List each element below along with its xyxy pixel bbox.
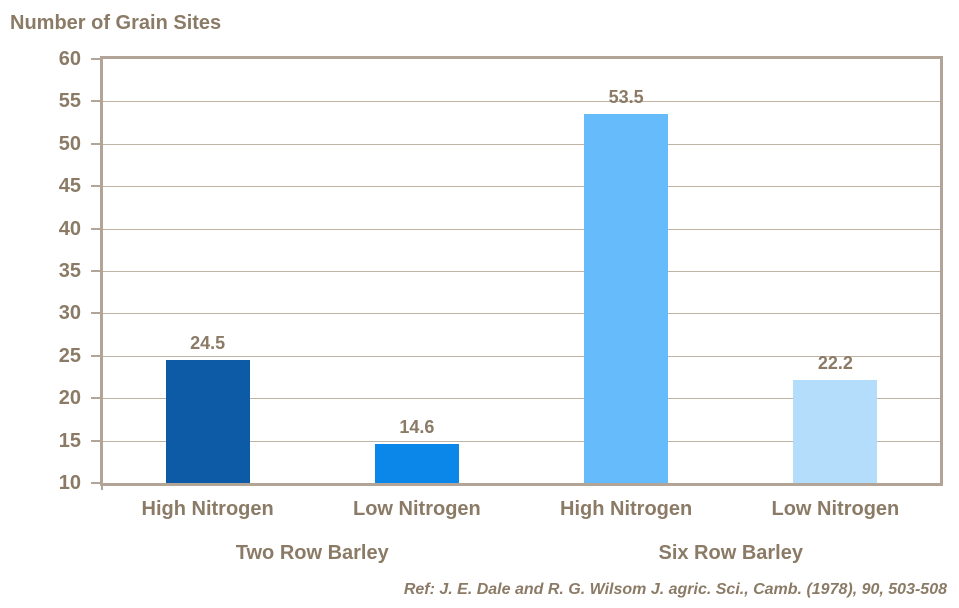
y-tick-mark	[91, 227, 103, 230]
bar-value-label: 53.5	[608, 87, 644, 108]
y-tick-mark	[91, 58, 103, 60]
x-category-label: Low Nitrogen	[352, 498, 481, 520]
bar-value-label: 22.2	[817, 352, 853, 373]
y-tick-label: 10	[58, 472, 81, 494]
y-tick-label: 50	[58, 132, 81, 155]
bar-3-low-nitrogen	[793, 379, 878, 483]
gridline-35	[103, 271, 940, 272]
y-tick-label: 15	[58, 429, 81, 452]
bar-1-low-nitrogen	[374, 444, 459, 483]
y-tick-mark	[91, 100, 103, 103]
y-tick-mark	[91, 482, 103, 484]
y-tick-mark	[91, 270, 103, 272]
x-category-label: High Nitrogen	[141, 498, 274, 520]
y-tick-label: 40	[58, 217, 81, 240]
x-group-label: Six Row Barley	[658, 542, 803, 564]
y-tick-mark	[91, 439, 103, 442]
gridline-45	[103, 186, 940, 188]
chart-title: Number of Grain Sites	[10, 12, 222, 34]
gridline-30	[103, 313, 940, 315]
y-tick-label: 25	[58, 344, 81, 367]
bar-value-label: 24.5	[190, 333, 226, 354]
y-tick-mark	[91, 354, 103, 357]
y-tick-label: 45	[58, 175, 81, 198]
x-axis-left-tick	[101, 483, 103, 490]
y-tick-label: 20	[58, 387, 81, 410]
y-tick-label: 30	[58, 302, 81, 325]
gridline-15	[103, 440, 940, 442]
gridline-55	[103, 101, 940, 103]
y-tick-label: 35	[58, 260, 81, 282]
x-category-label: Low Nitrogen	[771, 498, 900, 520]
y-tick-mark	[91, 185, 103, 188]
y-tick-mark	[91, 312, 103, 315]
reference-text: Ref: J. E. Dale and R. G. Wilsom J. agri…	[403, 581, 947, 598]
bar-value-label: 14.6	[399, 417, 435, 437]
gridline-40	[103, 228, 940, 230]
y-tick-label: 55	[58, 90, 81, 113]
gridline-50	[103, 143, 940, 145]
gridline-25	[103, 355, 940, 357]
bar-2-high-nitrogen	[584, 114, 669, 483]
bar-0-high-nitrogen	[165, 360, 250, 483]
gridline-20	[103, 398, 940, 400]
plot-area: 24.5 14.6 53.5 22.2	[103, 59, 940, 483]
y-tick-mark	[91, 142, 103, 145]
x-group-label: Two Row Barley	[235, 542, 389, 564]
y-tick-label: 60	[58, 48, 81, 70]
y-tick-mark	[91, 397, 103, 400]
x-category-label: High Nitrogen	[560, 498, 693, 520]
